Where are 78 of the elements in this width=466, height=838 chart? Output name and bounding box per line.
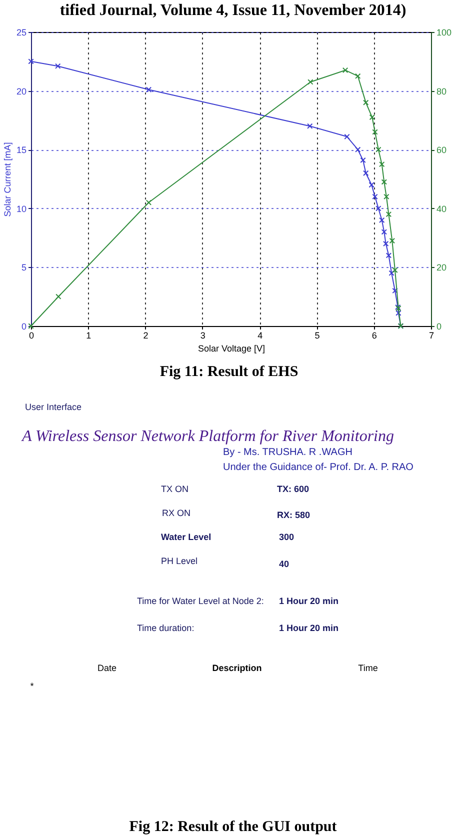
text: User Interface: [25, 402, 82, 412]
point: [56, 294, 62, 300]
point: [342, 67, 348, 74]
text: 1 Hour 20 min: [279, 623, 339, 633]
y2-tick-label: 60: [436, 145, 447, 156]
y2-tick-label: 80: [436, 86, 447, 96]
point: [396, 310, 402, 316]
point: [392, 288, 398, 294]
point: [308, 79, 314, 85]
y2-tick-label: 100: [436, 28, 452, 38]
x-tick-label: 4: [258, 330, 263, 340]
x-axis-title: Solar Voltage [V]: [198, 344, 266, 354]
x-tick-label: 6: [372, 330, 377, 340]
point: [55, 63, 61, 69]
text: Under the Guidance of- Prof. Dr. A. P. RAO: [223, 462, 414, 473]
text: 40: [279, 559, 290, 569]
text: Time duration:: [137, 623, 194, 633]
point: [388, 270, 394, 276]
point: [379, 161, 385, 168]
point: [344, 134, 350, 140]
y-tick-label: 5: [21, 262, 26, 273]
text: Water Level: [161, 532, 212, 542]
point: [28, 58, 34, 64]
point: [146, 200, 152, 206]
point: [384, 194, 390, 200]
y-tick-label: 15: [16, 145, 26, 156]
point: [381, 179, 387, 185]
point: [376, 146, 382, 152]
text: PH Level: [161, 556, 198, 566]
caption: Fig 12: Result of the GUI output: [129, 819, 337, 835]
point: [386, 252, 392, 258]
y-axis-title: Solar Current [mA]: [2, 142, 12, 217]
text: 300: [279, 532, 294, 542]
point: [355, 73, 361, 79]
y-tick-label: 25: [16, 28, 26, 38]
text: RX: 580: [277, 510, 310, 520]
y2-tick-label: 20: [436, 262, 447, 273]
x-tick-label: 2: [143, 330, 148, 340]
point: [383, 240, 389, 247]
point: [363, 170, 369, 176]
y2-tick-label: 40: [436, 204, 447, 214]
x-tick-label: 3: [200, 330, 206, 340]
point: [146, 86, 152, 92]
text: 1 Hour 20 min: [279, 596, 339, 606]
point: [307, 123, 313, 129]
text: tified Journal, Volume 4, Issue 11, November 2014): [60, 2, 406, 19]
x-tick-label: 0: [28, 330, 34, 340]
caption: Fig 11: Result of EHS: [160, 364, 298, 380]
point: [360, 157, 366, 164]
text: Date: [97, 663, 117, 673]
point: [392, 267, 398, 273]
y2-tick-label: 0: [436, 322, 442, 332]
y-tick-label: 10: [16, 204, 26, 214]
point: [369, 114, 375, 120]
text: TX ON: [161, 484, 189, 494]
point: [355, 146, 361, 152]
point: [368, 182, 374, 188]
text: Description: [212, 663, 262, 673]
x-tick-label: 1: [86, 330, 92, 340]
text: Time for Water Level at Node 2:: [137, 596, 264, 606]
text: Time: [358, 663, 378, 673]
text: A Wireless Sensor Network Platform for River Monitoring: [21, 428, 394, 445]
point: [372, 194, 378, 200]
point: [363, 100, 369, 106]
x-tick-label: 7: [428, 330, 434, 340]
point: [386, 211, 392, 218]
point: [379, 217, 385, 224]
text: RX ON: [162, 508, 191, 518]
text: *: [30, 681, 34, 691]
point: [372, 129, 378, 135]
x-tick-label: 5: [314, 330, 320, 340]
text: By - Ms. TRUSHA. R .WAGH: [223, 447, 352, 458]
point: [376, 206, 382, 212]
y-tick-label: 0: [21, 322, 26, 332]
y-tick-label: 20: [16, 86, 26, 96]
text: TX: 600: [277, 484, 310, 494]
point: [381, 229, 387, 235]
point: [389, 238, 395, 244]
